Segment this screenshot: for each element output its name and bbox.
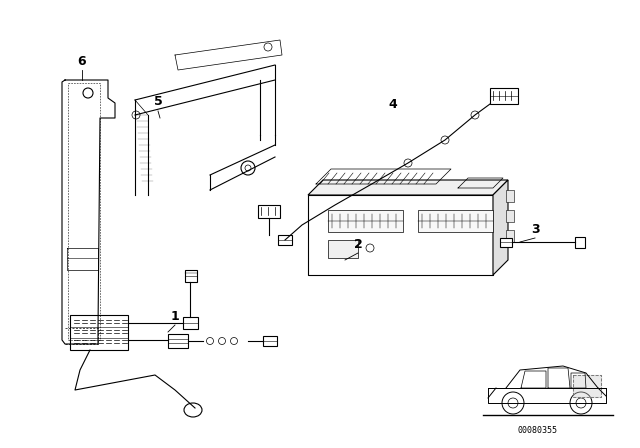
Text: 3: 3 xyxy=(531,223,540,236)
Circle shape xyxy=(441,136,449,144)
Bar xyxy=(575,237,585,248)
Bar xyxy=(506,230,514,242)
Text: 6: 6 xyxy=(77,55,86,68)
Text: 1: 1 xyxy=(171,310,179,323)
Bar xyxy=(278,235,292,245)
Bar xyxy=(263,336,277,346)
Bar xyxy=(185,270,197,282)
Bar xyxy=(573,375,601,397)
Circle shape xyxy=(404,159,412,167)
Circle shape xyxy=(331,201,339,209)
Bar xyxy=(490,88,518,104)
Polygon shape xyxy=(493,180,508,275)
Text: 00080355: 00080355 xyxy=(518,426,558,435)
Circle shape xyxy=(366,181,374,189)
Bar xyxy=(258,205,280,218)
Bar xyxy=(70,315,128,350)
Circle shape xyxy=(471,111,479,119)
Circle shape xyxy=(218,337,225,345)
Bar xyxy=(506,210,514,222)
Bar xyxy=(328,240,358,258)
Bar xyxy=(328,210,403,232)
Bar xyxy=(168,334,188,348)
Bar xyxy=(418,210,493,232)
Circle shape xyxy=(230,337,237,345)
Bar xyxy=(500,238,512,247)
Bar xyxy=(506,190,514,202)
Text: 5: 5 xyxy=(154,95,163,108)
Polygon shape xyxy=(308,180,508,195)
Bar xyxy=(308,195,493,275)
Ellipse shape xyxy=(184,403,202,417)
Polygon shape xyxy=(573,375,601,397)
Circle shape xyxy=(207,337,214,345)
Text: 2: 2 xyxy=(354,238,362,251)
Text: 4: 4 xyxy=(388,98,397,111)
Bar xyxy=(183,317,198,329)
